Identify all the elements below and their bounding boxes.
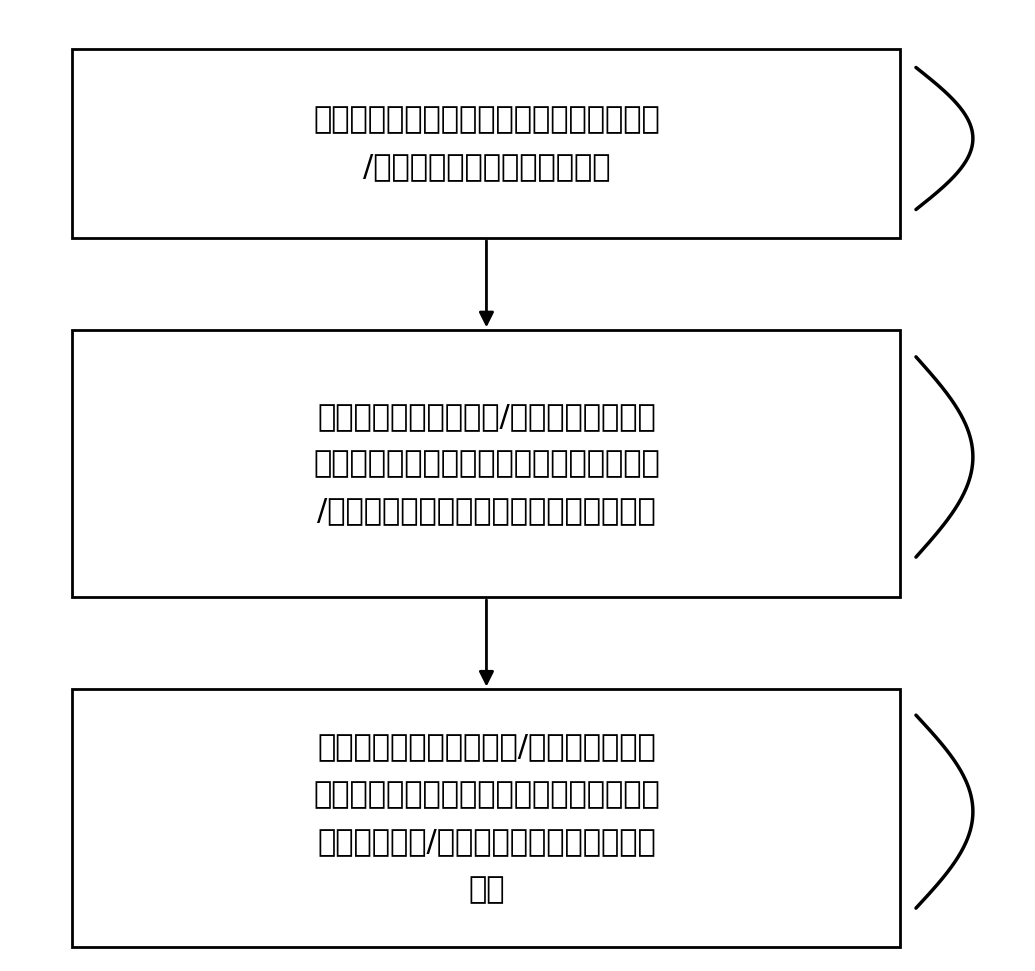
Text: 对所述待测电缆首端和/或末端的泄漏电流
反射波信号进行识别，获取待测电缆首端和
/或末端的泄漏电流反射波信号的到达时间: 对所述待测电缆首端和/或末端的泄漏电流 反射波信号进行识别，获取待测电缆首端和 …	[313, 402, 660, 525]
Bar	[72, 689, 900, 947]
Text: 根据所述待测电缆首端和/或末端的泄漏电
流反射波信号的到达时间计算故障点距离待
测电缆首端和/或末端的距离，确定故障点
位置: 根据所述待测电缆首端和/或末端的泄漏电 流反射波信号的到达时间计算故障点距离待 …	[313, 732, 660, 904]
Text: 采集两端施加有直流电压的待测电缆首端和
/或末端的泄漏电流反射波信号: 采集两端施加有直流电压的待测电缆首端和 /或末端的泄漏电流反射波信号	[313, 105, 660, 182]
Bar	[72, 49, 900, 238]
Bar	[72, 330, 900, 597]
